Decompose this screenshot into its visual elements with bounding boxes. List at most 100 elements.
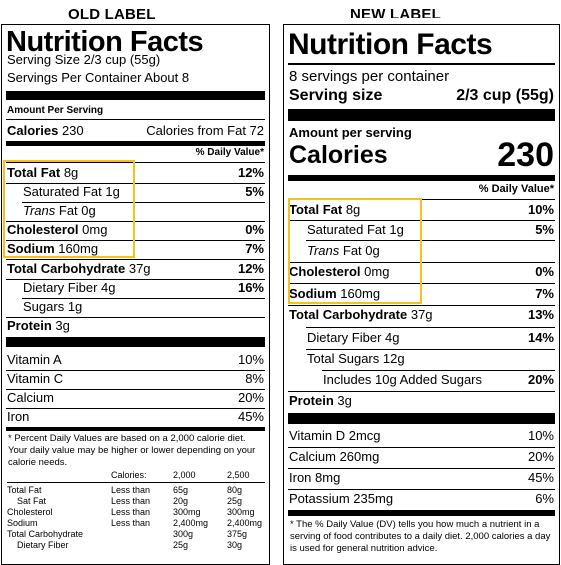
- divider: [6, 408, 265, 409]
- table-cell: 80g: [227, 485, 243, 495]
- table-cell: 300g: [173, 529, 194, 539]
- old-amount-per-serving: Amount Per Serving: [7, 105, 104, 116]
- new-title: Nutrition Facts: [288, 28, 493, 61]
- table-cell: 300mg: [173, 507, 201, 517]
- table-cell: 30g: [227, 540, 243, 550]
- serving-size-label: Serving size: [289, 87, 383, 104]
- old-nutrient-row: Sodium 160mg 7%: [7, 241, 264, 256]
- old-nutrient-row: Sugars 1g: [7, 299, 264, 314]
- old-title: Nutrition Facts: [6, 26, 204, 58]
- new-footnote: * The % Daily Value (DV) tells you how m…: [290, 519, 551, 554]
- divider: [6, 162, 265, 163]
- divider: [6, 259, 265, 260]
- nutrient-name: Sodium: [7, 241, 55, 256]
- divider: [288, 468, 555, 469]
- new-nutrient-row: Protein 3g: [289, 393, 554, 408]
- nutrient-amount: 3g: [337, 393, 352, 408]
- table-cell: Sat Fat: [17, 496, 47, 506]
- vitamin-name: Vitamin D 2mcg: [289, 428, 381, 443]
- vitamin-dv: 10%: [527, 428, 554, 443]
- nutrient-amount: 8g: [63, 165, 79, 180]
- new-amount-per-serving: Amount per serving: [289, 125, 412, 140]
- divider: [288, 391, 555, 392]
- divider: [288, 63, 555, 65]
- vitamin-name: Iron 8mg: [289, 470, 341, 485]
- table-cell: 25g: [173, 540, 189, 550]
- table-cell: 375g: [227, 529, 248, 539]
- new-nutrient-row: Total Sugars 12g: [289, 351, 554, 366]
- divider: [288, 447, 555, 448]
- new-vitamin-row: Calcium 260mg 20%: [289, 449, 554, 464]
- new-nutrient-row: Saturated Fat 1g 5%: [289, 222, 554, 237]
- old-nutrition-label: Nutrition Facts Serving Size 2/3 cup (55…: [1, 24, 270, 565]
- vitamin-name: Iron: [7, 409, 30, 424]
- divider: [7, 482, 265, 483]
- new-nutrition-label: Nutrition Facts 8 servings per container…: [283, 24, 560, 565]
- divider: [6, 389, 265, 390]
- old-highlight-box: [3, 160, 135, 258]
- nutrient-dv: 10%: [527, 202, 554, 217]
- nutrient-dv: 16%: [237, 280, 264, 295]
- new-calories-value: 230: [497, 136, 554, 174]
- table-cell: Less than: [111, 496, 151, 506]
- medium-divider: [288, 175, 555, 181]
- old-daily-values-table: Calories: 2,000 2,500 Total Fat Less tha…: [7, 470, 265, 560]
- nutrient-dv: 0%: [535, 264, 554, 279]
- old-calories-from-fat: Calories from Fat 72: [146, 123, 264, 138]
- nutrient-dv: 7%: [245, 241, 264, 256]
- nutrient-name: Total Fat: [289, 202, 343, 217]
- nutrient-dv: 7%: [535, 286, 554, 301]
- table-cell: 65g: [173, 485, 189, 495]
- old-calories-row: Calories 230 Calories from Fat 72: [7, 123, 264, 138]
- table-cell: Sodium: [7, 518, 38, 528]
- medium-divider: [288, 510, 555, 516]
- vitamin-name: Calcium: [7, 390, 54, 405]
- nutrient-amount: 160mg: [58, 241, 99, 256]
- nutrient-name: Protein: [289, 393, 334, 408]
- table-cell: 2,400mg: [173, 518, 209, 528]
- nutrient-amount: Fat 0g: [58, 203, 96, 218]
- nutrient-name: Cholesterol: [7, 222, 79, 237]
- nutrient-amount: 12g: [382, 351, 405, 366]
- table-header-cell: Calories:: [111, 470, 147, 480]
- table-cell: 25g: [227, 496, 243, 506]
- new-nutrient-row: Cholesterol 0mg 0%: [289, 264, 554, 279]
- old-nutrient-row: Dietary Fiber 4g 16%: [7, 280, 264, 295]
- nutrient-dv: 0%: [245, 222, 264, 237]
- vitamin-dv: 45%: [527, 470, 554, 485]
- vitamin-name: Vitamin C: [7, 371, 64, 386]
- nutrient-name: Dietary Fiber: [307, 330, 382, 345]
- nutrient-dv: 12%: [237, 261, 264, 276]
- old-servings-per-container: Servings Per Container About 8: [7, 70, 190, 85]
- nutrient-amount: Fat 0g: [342, 243, 380, 258]
- old-nutrient-row: Trans Fat 0g: [7, 203, 264, 218]
- nutrient-dv: 5%: [245, 184, 264, 199]
- new-nutrient-row: Sodium 160mg 7%: [289, 286, 554, 301]
- old-nutrient-row: Protein 3g: [7, 318, 264, 333]
- table-cell: Less than: [111, 507, 151, 517]
- table-header-cell: 2,000: [173, 470, 196, 480]
- nutrient-amount: 4g: [385, 330, 400, 345]
- vitamin-name: Vitamin A: [7, 352, 62, 367]
- divider: [288, 489, 555, 490]
- nutrient-name: Dietary Fiber: [23, 280, 98, 295]
- old-calories-value: 230: [61, 123, 84, 138]
- old-footnote: * Percent Daily Values are based on a 2,…: [8, 433, 256, 468]
- medium-divider: [6, 427, 265, 431]
- nutrient-name: Total Carbohydrate: [289, 307, 408, 322]
- divider: [306, 327, 555, 328]
- vitamin-dv: 10%: [237, 352, 264, 367]
- old-nutrient-row: Saturated Fat 1g 5%: [7, 184, 264, 199]
- vitamin-name: Potassium 235mg: [289, 491, 394, 506]
- vitamin-dv: 20%: [237, 390, 264, 405]
- nutrient-dv: 14%: [527, 330, 554, 345]
- divider: [288, 305, 555, 306]
- divider: [6, 183, 265, 184]
- thick-divider: [288, 413, 555, 424]
- nutrient-amount: 1g: [67, 299, 83, 314]
- new-servings-per-container: 8 servings per container: [289, 68, 450, 85]
- new-nutrient-row: Dietary Fiber 4g 14%: [289, 330, 554, 345]
- new-nutrient-row: Includes 10g Added Sugars 20%: [289, 372, 554, 387]
- new-vitamin-row: Potassium 235mg 6%: [289, 491, 554, 506]
- divider: [306, 240, 555, 241]
